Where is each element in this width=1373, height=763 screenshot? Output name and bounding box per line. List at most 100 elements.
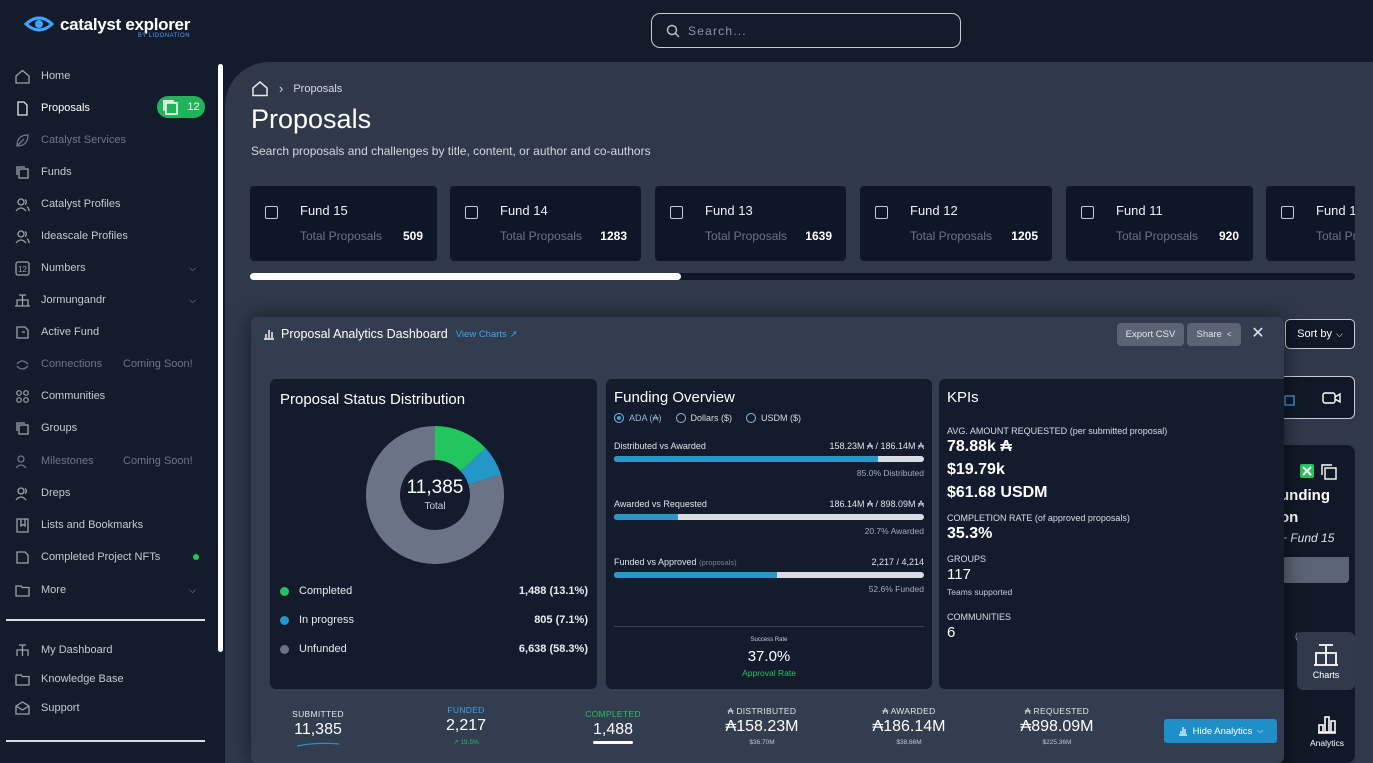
view-toggle[interactable] bbox=[1271, 376, 1355, 419]
logo-text: catalyst explorer bbox=[60, 15, 191, 34]
sidebar-divider bbox=[6, 740, 205, 742]
sidebar-item-jormungandr[interactable]: Jormungandr ⌵ bbox=[14, 290, 206, 310]
fund-card[interactable]: Fund 15 Total Proposals 509 bbox=[250, 186, 437, 261]
donut-slice-completed[interactable] bbox=[434, 426, 486, 472]
panel-title: KPIs bbox=[947, 389, 979, 406]
sidebar-item-milestones[interactable]: Milestones Coming Soon! bbox=[14, 451, 206, 471]
sidebar-item-more[interactable]: More ⌵ bbox=[14, 580, 206, 600]
currency-usdm-radio[interactable]: USDM ($) bbox=[746, 413, 801, 423]
currency-ada-radio[interactable]: ADA (₳) bbox=[614, 413, 662, 423]
svg-text:12: 12 bbox=[18, 265, 27, 274]
sidebar-item-lists-bookmarks[interactable]: Lists and Bookmarks bbox=[14, 515, 206, 535]
home-icon bbox=[15, 69, 30, 84]
success-rate-value: 37.0% bbox=[747, 648, 791, 665]
sidebar-item-catalyst-profiles[interactable]: Catalyst Profiles bbox=[14, 194, 206, 214]
copy-icon[interactable] bbox=[1280, 391, 1296, 407]
progress-fill bbox=[614, 572, 778, 578]
fund-checkbox[interactable] bbox=[670, 206, 683, 219]
sidebar-item-support[interactable]: Support bbox=[14, 698, 206, 718]
donut-slice-in-progress[interactable] bbox=[460, 448, 501, 486]
legend-unfunded: Unfunded 6,638 (58.3%) bbox=[280, 641, 588, 657]
home-icon[interactable] bbox=[251, 80, 269, 97]
stat-requested: ₳ REQUESTED ₳898.09M $225.36M bbox=[1020, 706, 1094, 746]
analytics-button[interactable]: Analytics bbox=[1302, 714, 1352, 754]
mail-icon bbox=[15, 700, 30, 715]
sidebar-item-active-fund[interactable]: Active Fund bbox=[14, 322, 206, 342]
fund-checkbox[interactable] bbox=[465, 206, 478, 219]
fund-card[interactable]: Fund 13 Total Proposals 1639 bbox=[655, 186, 846, 261]
proposal-card-background[interactable]: unding on ~ Fund 15 (2) bbox=[1275, 445, 1355, 763]
copy-plus-icon bbox=[163, 99, 179, 115]
panel-title: Funding Overview bbox=[614, 389, 735, 406]
sidebar-item-proposals[interactable]: Proposals 12 bbox=[14, 96, 206, 118]
card-title-fragment: on bbox=[1280, 509, 1299, 526]
stat-submitted: SUBMITTED 11,385 bbox=[263, 709, 373, 747]
legend-in-progress: In progress 805 (7.1%) bbox=[280, 612, 588, 628]
fund-card[interactable]: Fund 10Total Proposals bbox=[1266, 186, 1355, 261]
sidebar-item-dreps[interactable]: Dreps bbox=[14, 483, 206, 503]
network-chart-icon bbox=[1314, 643, 1338, 666]
sidebar-item-groups[interactable]: Groups bbox=[14, 418, 206, 438]
progress-bar bbox=[614, 514, 924, 520]
donut-total-label: Total bbox=[424, 501, 446, 512]
search-icon bbox=[666, 24, 680, 38]
sidebar-item-numbers[interactable]: 12 Numbers ⌵ bbox=[14, 258, 206, 278]
spreadsheet-icon[interactable] bbox=[1299, 463, 1315, 479]
kpi-panel: KPIs AVG. AMOUNT REQUESTED (per submitte… bbox=[939, 379, 1284, 689]
funding-overview-panel: Funding Overview ADA (₳) Dollars ($) USD… bbox=[606, 379, 932, 689]
network-icon bbox=[16, 643, 29, 656]
charts-button[interactable]: Charts bbox=[1297, 632, 1355, 690]
sidebar-item-knowledge-base[interactable]: Knowledge Base bbox=[14, 669, 206, 689]
fund-card[interactable]: Fund 12 Total Proposals 1205 bbox=[860, 186, 1052, 261]
sidebar-item-funds[interactable]: Funds bbox=[14, 162, 206, 182]
numbers-icon: 12 bbox=[15, 260, 30, 276]
sidebar-item-ideascale-profiles[interactable]: Ideascale Profiles bbox=[14, 226, 206, 246]
fund-card[interactable]: Fund 14 Total Proposals 1283 bbox=[450, 186, 641, 261]
copy-plus-icon[interactable] bbox=[1320, 463, 1338, 481]
sidebar-item-communities[interactable]: Communities bbox=[14, 386, 206, 406]
fund-checkbox[interactable] bbox=[265, 206, 278, 219]
fund-carousel-scrollbar[interactable] bbox=[250, 273, 1355, 280]
stat-awarded: ₳ AWARDED ₳186.14M $38.66M bbox=[872, 706, 946, 746]
search-input[interactable] bbox=[688, 23, 938, 38]
fund-checkbox[interactable] bbox=[875, 206, 888, 219]
share-button[interactable]: Share < bbox=[1187, 323, 1241, 346]
kpi-label: COMPLETION RATE (of approved proposals) bbox=[947, 513, 1130, 523]
sidebar-item-my-dashboard[interactable]: My Dashboard bbox=[14, 640, 206, 660]
sort-by-dropdown[interactable]: Sort by ⌵ bbox=[1285, 319, 1355, 349]
fund-checkbox[interactable] bbox=[1281, 206, 1294, 219]
bookmark-icon bbox=[16, 517, 29, 533]
donut-slice-unfunded[interactable] bbox=[366, 426, 504, 564]
users-icon bbox=[15, 197, 30, 211]
users-icon bbox=[15, 486, 27, 500]
close-icon[interactable]: ✕ bbox=[1251, 325, 1265, 342]
sidebar-item-connections[interactable]: Connections Coming Soon! bbox=[14, 354, 206, 374]
search-bar[interactable] bbox=[651, 13, 961, 48]
kpi-label: COMMUNITIES bbox=[947, 612, 1011, 622]
kpi-sublabel: Teams supported bbox=[947, 587, 1013, 597]
hide-analytics-button[interactable]: Hide Analytics ⌵ bbox=[1164, 719, 1277, 743]
sparkline-icon bbox=[296, 742, 340, 747]
chevron-down-icon: ⌵ bbox=[1257, 726, 1264, 735]
sidebar-item-completed-nfts[interactable]: Completed Project NFTs bbox=[14, 547, 206, 567]
fund-checkbox[interactable] bbox=[1081, 206, 1094, 219]
fund-card[interactable]: Fund 11 Total Proposals 920 bbox=[1066, 186, 1253, 261]
export-csv-button[interactable]: Export CSV bbox=[1117, 323, 1184, 346]
currency-selector: ADA (₳) Dollars ($) USDM ($) bbox=[614, 413, 801, 423]
legend-dot bbox=[280, 586, 289, 596]
view-charts-link[interactable]: View Charts ↗ bbox=[455, 328, 518, 340]
video-icon[interactable] bbox=[1322, 390, 1342, 406]
proposals-count-badge[interactable]: 12 bbox=[157, 96, 205, 118]
users-icon bbox=[15, 454, 27, 468]
status-dot bbox=[193, 554, 199, 560]
sidebar-item-home[interactable]: Home bbox=[14, 66, 206, 86]
legend-completed: Completed 1,488 (13.1%) bbox=[280, 583, 588, 599]
status-distribution-panel: Proposal Status Distribution 11,385 Tota… bbox=[270, 379, 597, 689]
funding-row: Funded vs Approved (proposals) 2,217 / 4,… bbox=[614, 557, 924, 594]
sidebar-scrollbar[interactable] bbox=[218, 64, 223, 652]
scrollbar-thumb[interactable] bbox=[250, 273, 681, 280]
divider bbox=[614, 626, 924, 627]
app-logo[interactable]: catalyst explorer BY LIDONATION bbox=[24, 14, 190, 39]
sidebar-item-catalyst-services[interactable]: Catalyst Services bbox=[14, 130, 206, 150]
currency-dollars-radio[interactable]: Dollars ($) bbox=[675, 413, 732, 423]
